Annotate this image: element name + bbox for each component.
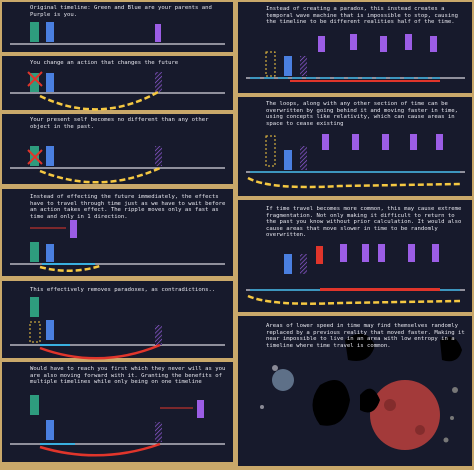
panel-text: Instead of creating a paradox, this inst…	[266, 6, 458, 26]
figures	[27, 22, 461, 457]
panel-text: This effectively removes paradoxes, as c…	[30, 287, 216, 293]
panel-text: You change an action that changes the fu…	[30, 60, 179, 66]
panel-text: Would have to reach you first which they…	[30, 366, 226, 386]
panel-text: The loops, along with any other section …	[266, 101, 458, 127]
panel-text: Original timeline: Green and Blue are yo…	[30, 5, 212, 18]
space-scene	[260, 333, 462, 450]
panel-text: Areas of lower speed in time may find th…	[266, 323, 465, 349]
panel-text: Your present self becomes no different t…	[30, 117, 209, 130]
panel-text: If time travel becomes more common, this…	[266, 206, 462, 239]
panel-text: Instead of effecting the future immediat…	[30, 194, 226, 220]
